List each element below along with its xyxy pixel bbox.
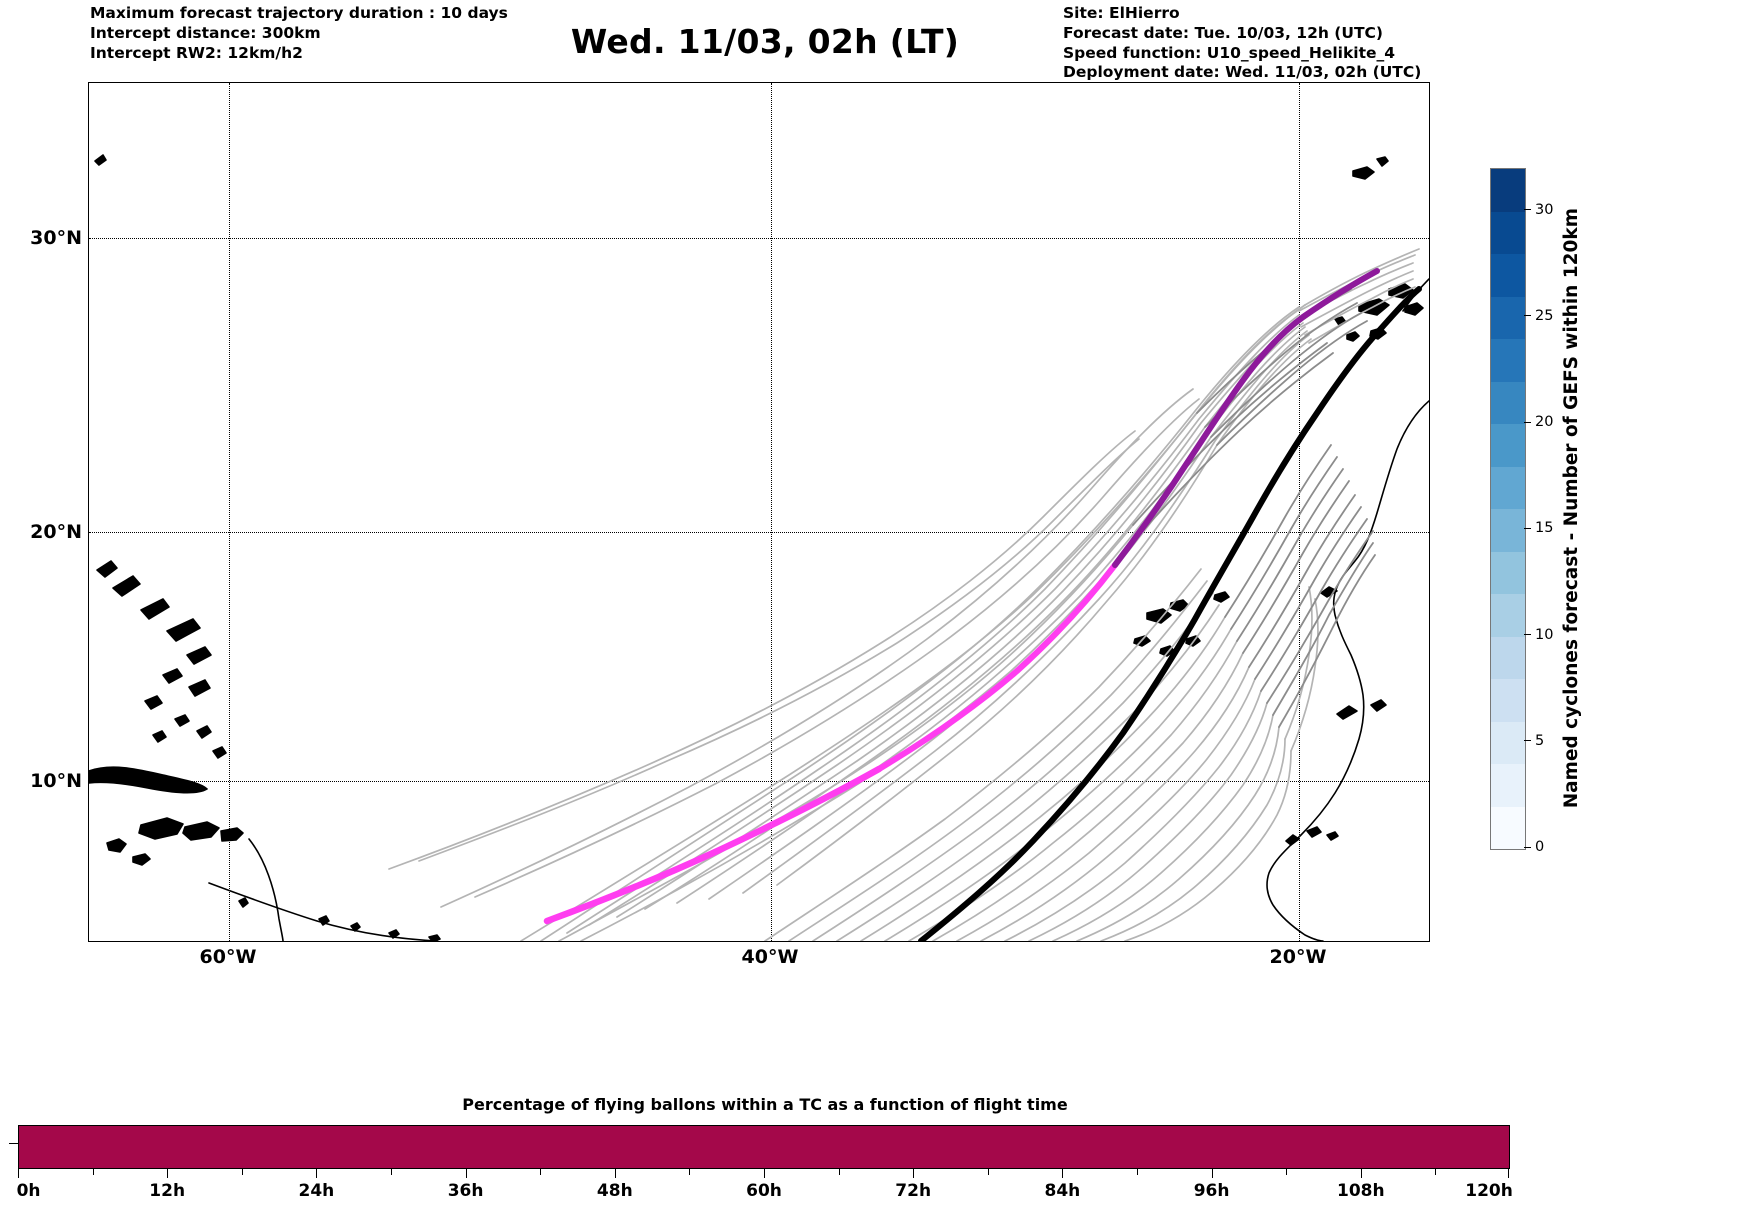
lat-tick-20n: 20°N bbox=[30, 521, 82, 543]
percentage-tick-label: 108h bbox=[1337, 1181, 1385, 1201]
percentage-y-tick bbox=[9, 1143, 18, 1144]
percentage-minor-tick bbox=[540, 1169, 542, 1175]
hres-leading-segment bbox=[543, 765, 883, 925]
gridline-lon-20w bbox=[1299, 83, 1300, 941]
percentage-tick bbox=[465, 1169, 467, 1178]
percentage-minor-tick bbox=[689, 1169, 691, 1175]
percentage-tick bbox=[913, 1169, 915, 1178]
highlighted-trajectories bbox=[543, 268, 1422, 941]
colorbar-segment bbox=[1491, 551, 1525, 594]
colorbar-label: Named cyclones forecast - Number of GEFS… bbox=[1560, 207, 1582, 809]
percentage-tick bbox=[18, 1169, 19, 1178]
percentage-tick-label: 96h bbox=[1193, 1181, 1230, 1201]
hres-trajectory bbox=[1112, 268, 1380, 568]
gridline-lat-30n bbox=[89, 238, 1429, 239]
lat-tick-30n: 30°N bbox=[30, 227, 82, 249]
colorbar-segment bbox=[1491, 254, 1525, 297]
colorbar-tick: 30 bbox=[1524, 202, 1553, 218]
colorbar-segment bbox=[1491, 211, 1525, 254]
percentage-minor-tick bbox=[1137, 1169, 1138, 1175]
percentage-minor-tick bbox=[838, 1169, 840, 1175]
colorbar-segment bbox=[1491, 764, 1525, 807]
percentage-minor-tick bbox=[1286, 1169, 1288, 1175]
percentage-tick bbox=[167, 1169, 169, 1178]
percentage-tick-label: 36h bbox=[447, 1181, 484, 1201]
percentage-tick bbox=[1062, 1169, 1064, 1178]
colorbar-tick: 5 bbox=[1524, 733, 1544, 749]
coastline-layer bbox=[89, 154, 1429, 941]
percentage-bar-frame bbox=[18, 1125, 1510, 1169]
percentage-tick bbox=[1360, 1169, 1362, 1178]
trajectory-map[interactable]: No Interception Interception from Named … bbox=[88, 82, 1430, 942]
percentage-tick bbox=[614, 1169, 616, 1178]
percentage-tick-label: 48h bbox=[596, 1181, 633, 1201]
colorbar-tick: 10 bbox=[1524, 627, 1553, 643]
colorbar-segment bbox=[1491, 594, 1525, 637]
max-forecast-duration-line: Maximum forecast trajectory duration : 1… bbox=[90, 4, 508, 22]
lon-tick-20w: 20°W bbox=[1269, 946, 1327, 968]
hres-leading-segment-2 bbox=[876, 562, 1118, 772]
colorbar-segment bbox=[1491, 169, 1525, 212]
gridline-lat-20n bbox=[89, 532, 1429, 533]
percentage-bar-axis[interactable]: 0h 12h 24h 36h 48h 60h 72h 84h 96h 108h 120h bbox=[9, 1125, 1513, 1213]
analysis-trajectory bbox=[918, 286, 1422, 941]
colorbar-segment bbox=[1491, 806, 1525, 849]
intercept-distance-line: Intercept distance: 300km bbox=[90, 23, 321, 42]
colorbar-segment bbox=[1491, 424, 1525, 467]
percentage-tick bbox=[1508, 1169, 1509, 1178]
lon-tick-40w: 40°W bbox=[741, 946, 799, 968]
percentage-tick-label: 24h bbox=[298, 1181, 335, 1201]
forecast-date-line: Forecast date: Tue. 10/03, 12h (UTC) bbox=[1063, 23, 1384, 42]
percentage-tick-label: 12h bbox=[149, 1181, 186, 1201]
percentage-minor-tick bbox=[391, 1169, 392, 1175]
percentage-tick bbox=[1211, 1169, 1213, 1178]
colorbar-tick: 20 bbox=[1524, 414, 1553, 430]
percentage-minor-tick bbox=[241, 1169, 243, 1175]
colorbar-segment bbox=[1491, 296, 1525, 339]
colorbar-tick: 25 bbox=[1524, 308, 1553, 324]
colorbar-segment bbox=[1491, 721, 1525, 764]
colorbar-segment bbox=[1491, 381, 1525, 424]
percentage-minor-tick bbox=[1435, 1169, 1437, 1175]
percentage-tick-label: 84h bbox=[1044, 1181, 1081, 1201]
colorbar-segment bbox=[1491, 509, 1525, 552]
site-line: Site: ElHierro bbox=[1063, 4, 1180, 22]
gridline-lon-60w bbox=[229, 83, 230, 941]
speed-function-line: Speed function: U10_speed_Helikite_4 bbox=[1063, 43, 1396, 62]
percentage-tick-label: 120h bbox=[1465, 1181, 1513, 1201]
percentage-minor-tick bbox=[92, 1169, 94, 1175]
page-title: Wed. 11/03, 02h (LT) bbox=[570, 22, 960, 61]
lon-tick-60w: 60°W bbox=[199, 946, 257, 968]
colorbar-ticks: 0 5 10 15 20 25 30 bbox=[1524, 168, 1594, 855]
header-right-metadata: Site: ElHierro Forecast date: Tue. 10/03… bbox=[1063, 4, 1421, 83]
colorbar-tick: 15 bbox=[1524, 520, 1553, 536]
header-left-metadata: Maximum forecast trajectory duration : 1… bbox=[90, 4, 508, 63]
percentage-bar-title: Percentage of flying ballons within a TC… bbox=[462, 1095, 1068, 1114]
percentage-bar-fill bbox=[19, 1126, 1509, 1168]
colorbar-segment bbox=[1491, 636, 1525, 679]
percentage-tick bbox=[316, 1169, 318, 1178]
percentage-tick bbox=[764, 1169, 765, 1178]
gridline-lon-40w bbox=[771, 83, 772, 941]
colorbar-segment bbox=[1491, 679, 1525, 722]
colorbar-segment bbox=[1491, 466, 1525, 509]
colorbar-segment bbox=[1491, 339, 1525, 382]
lat-tick-10n: 10°N bbox=[30, 770, 82, 792]
colorbar-tick: 0 bbox=[1524, 839, 1544, 855]
percentage-minor-tick bbox=[987, 1169, 989, 1175]
deployment-date-line: Deployment date: Wed. 11/03, 02h (UTC) bbox=[1063, 63, 1422, 82]
colorbar bbox=[1490, 168, 1526, 850]
gridline-lat-10n bbox=[89, 781, 1429, 782]
percentage-tick-label: 60h bbox=[746, 1181, 782, 1201]
intercept-rw2-line: Intercept RW2: 12km/h2 bbox=[90, 43, 303, 62]
percentage-tick-label: 72h bbox=[895, 1181, 932, 1201]
percentage-tick-label: 0h bbox=[16, 1181, 41, 1201]
